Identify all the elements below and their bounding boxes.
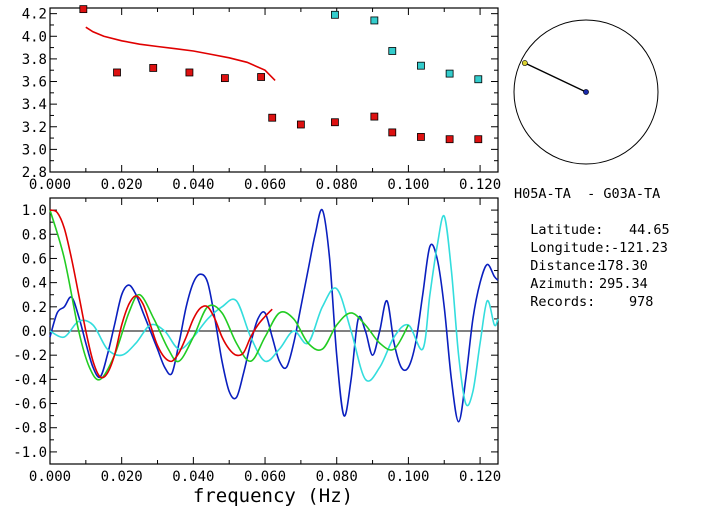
distance-label: Distance: xyxy=(530,258,604,274)
x-tick-label: 0.120 xyxy=(459,469,501,485)
x-tick-label: 0.040 xyxy=(172,469,214,485)
y-tick-label: 4.2 xyxy=(22,7,47,23)
cyan-marker xyxy=(388,47,397,55)
azimuth-value: 295.34 xyxy=(599,276,648,292)
y-tick-label: 3.0 xyxy=(22,142,47,158)
x-tick-label: 0.080 xyxy=(316,177,358,193)
red-marker xyxy=(268,113,277,122)
x-tick-label: 0.000 xyxy=(29,177,71,193)
longitude-label: Longitude: xyxy=(530,240,612,256)
station-remote-point xyxy=(521,60,528,66)
red-marker xyxy=(185,68,194,77)
red-marker xyxy=(296,120,305,129)
red-marker xyxy=(388,128,397,137)
cyan-marker xyxy=(370,16,379,25)
x-tick-label: 0.060 xyxy=(244,177,286,193)
red-marker xyxy=(257,73,265,81)
y-tick-label: 0.4 xyxy=(22,276,47,292)
red-marker xyxy=(79,5,88,14)
records-value: 978 xyxy=(629,294,654,310)
records-label: Records: xyxy=(530,294,596,310)
y-tick-label: 2.8 xyxy=(22,165,47,181)
latitude-row: Latitude: 44.65 xyxy=(514,203,669,239)
red-marker xyxy=(474,135,483,144)
station-center-point xyxy=(583,89,589,95)
red-marker xyxy=(331,118,339,127)
records-row: Records: 978 xyxy=(514,275,653,311)
distance-row: Distance: 178.30 xyxy=(514,239,648,275)
x-tick-label: 0.080 xyxy=(316,469,358,485)
x-tick-label: 0.000 xyxy=(29,469,71,485)
y-tick-label: 4.0 xyxy=(22,29,47,45)
red-marker xyxy=(417,133,425,141)
y-tick-label: -0.4 xyxy=(13,372,47,388)
y-tick-label: -1.0 xyxy=(13,445,47,461)
y-tick-label: 0.2 xyxy=(22,300,47,316)
distance-value: 178.30 xyxy=(599,258,648,274)
longitude-row: Longitude: -121.23 xyxy=(514,221,668,257)
red-marker xyxy=(113,68,121,77)
cyan-marker xyxy=(331,10,339,19)
red-marker xyxy=(149,64,158,72)
cyan-marker xyxy=(474,75,483,84)
cyan-correlation-line xyxy=(49,214,499,407)
station-pair: H05A-TA - G03A-TA xyxy=(514,186,661,202)
azimuth-compass xyxy=(513,19,659,165)
y-tick-label: 3.2 xyxy=(22,120,47,136)
azimuth-row: Azimuth: 295.34 xyxy=(514,257,648,293)
x-tick-label: 0.040 xyxy=(172,177,214,193)
compass-circle xyxy=(513,19,659,165)
latitude-label: Latitude: xyxy=(530,222,604,238)
red-marker xyxy=(445,135,454,144)
green-correlation-line xyxy=(49,209,410,381)
y-tick-label: 0.6 xyxy=(22,251,47,267)
x-tick-label: 0.020 xyxy=(101,469,143,485)
y-tick-label: 3.8 xyxy=(22,52,47,68)
x-tick-label: 0.100 xyxy=(387,177,429,193)
cyan-marker xyxy=(445,69,454,78)
y-tick-label: 0.8 xyxy=(22,227,47,243)
dispersion-curve xyxy=(85,26,276,81)
azimuth-line xyxy=(524,62,587,93)
red-correlation-line xyxy=(49,209,273,379)
latitude-value: 44.65 xyxy=(629,222,670,238)
y-tick-label: 3.4 xyxy=(22,97,47,113)
y-tick-label: -0.2 xyxy=(13,348,47,364)
x-tick-label: 0.120 xyxy=(459,177,501,193)
dispersion-plot: 0.000 0.020 0.040 0.060 0.080 0.100 0.120 2.8 3.… xyxy=(22,5,501,193)
y-tick-label: 1.0 xyxy=(22,203,47,219)
plot-frame xyxy=(49,7,499,173)
longitude-value: -121.23 xyxy=(611,240,668,256)
x-tick-label: 0.020 xyxy=(101,177,143,193)
red-marker xyxy=(370,112,379,121)
x-tick-label: 0.060 xyxy=(244,469,286,485)
y-tick-label: 3.6 xyxy=(22,75,47,91)
x-axis-label: frequency (Hz) xyxy=(193,485,353,507)
y-tick-label: -0.8 xyxy=(13,421,47,437)
y-tick-label: -0.6 xyxy=(13,397,47,413)
blue-correlation-line xyxy=(49,208,499,423)
y-tick-label: 0.0 xyxy=(22,324,47,340)
red-marker xyxy=(220,74,229,83)
cyan-marker xyxy=(417,61,425,70)
azimuth-label: Azimuth: xyxy=(530,276,596,292)
correlation-plot: 0.000 0.020 0.040 0.060 0.080 0.100 0.120 1.0 0.… xyxy=(13,197,501,485)
x-tick-label: 0.100 xyxy=(387,469,429,485)
